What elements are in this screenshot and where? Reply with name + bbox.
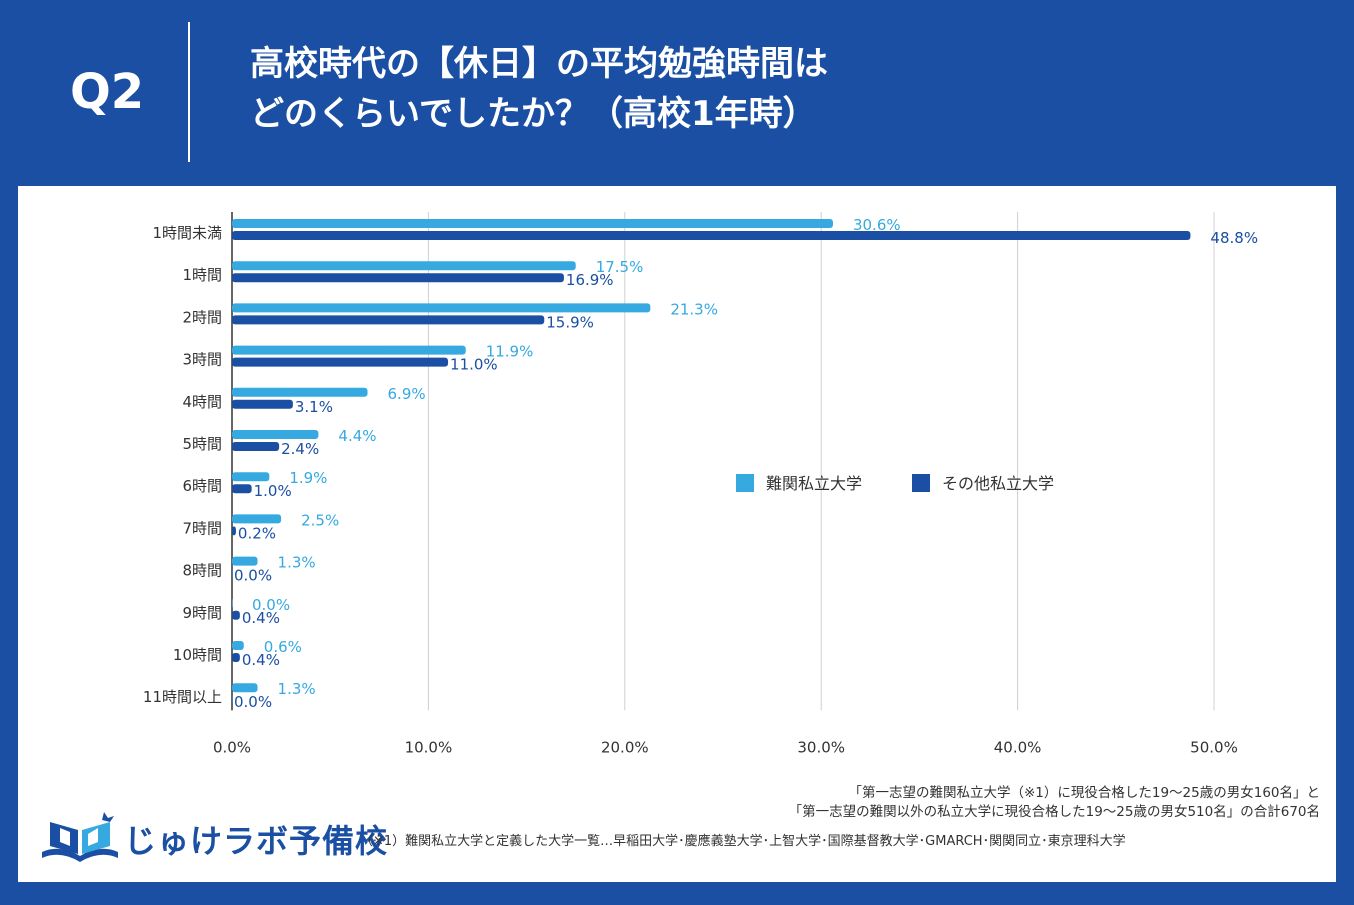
- x-tick-label: 20.0%: [601, 738, 649, 756]
- data-label-series-b: 15.9%: [546, 313, 594, 331]
- legend-swatch-series-b: [912, 474, 930, 492]
- data-label-series-a: 0.6%: [264, 638, 302, 656]
- data-label-series-b: 1.0%: [254, 482, 292, 500]
- bar-series-a: [232, 641, 244, 650]
- x-tick-label: 50.0%: [1190, 738, 1238, 756]
- data-label-series-a: 0.0%: [252, 596, 290, 614]
- bar-series-a: [232, 387, 368, 397]
- data-label-series-b: 3.1%: [295, 398, 333, 416]
- sample-note-line-2: 「第一志望の難関以外の私立大学に現役合格した19～25歳の男女510名」の合計6…: [788, 804, 1320, 820]
- category-label: 11時間以上: [143, 688, 222, 706]
- data-label-series-a: 1.9%: [289, 469, 327, 487]
- data-label-series-a: 6.9%: [388, 385, 426, 403]
- book-logo-icon: [42, 812, 118, 862]
- category-label: 9時間: [182, 604, 222, 622]
- data-label-series-a: 11.9%: [486, 343, 534, 361]
- bar-series-b: [232, 399, 293, 409]
- bar-series-b: [232, 231, 1191, 240]
- category-label: 4時間: [182, 393, 222, 411]
- sample-notes: 「第一志望の難関私立大学（※1）に現役合格した19～25歳の男女160名」と 「…: [789, 784, 1320, 822]
- bar-series-a: [232, 556, 258, 566]
- bar-series-a: [232, 514, 282, 524]
- data-label-series-a: 1.3%: [278, 680, 316, 698]
- data-label-series-a: 2.5%: [301, 511, 339, 529]
- data-label-series-b: 0.4%: [242, 651, 280, 669]
- bar-series-a: [232, 345, 466, 355]
- legend-swatch-series-a: [736, 474, 754, 492]
- bar-series-a: [232, 303, 651, 313]
- data-label-series-a: 17.5%: [596, 258, 644, 276]
- question-number: Q2: [70, 64, 145, 120]
- x-tick-label: 40.0%: [994, 738, 1042, 756]
- data-label-series-a: 21.3%: [670, 300, 718, 318]
- legend-label-series-a: 難関私立大学: [766, 474, 862, 493]
- logo-text: じゅけラボ予備校: [124, 822, 389, 860]
- bar-series-a: [232, 219, 833, 228]
- bar-series-b: [232, 442, 280, 451]
- x-tick-label: 0.0%: [213, 738, 251, 756]
- bar-series-b: [232, 568, 233, 578]
- bar-series-a: [232, 683, 258, 693]
- category-label: 8時間: [182, 562, 222, 580]
- bar-series-b: [232, 695, 233, 705]
- bar-series-b: [232, 315, 545, 325]
- category-label: 1時間未満: [152, 224, 222, 242]
- x-tick-label: 30.0%: [797, 738, 845, 756]
- data-label-series-b: 0.0%: [234, 567, 272, 585]
- bar-series-b: [232, 357, 449, 367]
- category-label: 7時間: [182, 519, 222, 537]
- data-label-series-b: 2.4%: [281, 440, 319, 458]
- legend-label-series-b: その他私立大学: [942, 474, 1054, 493]
- footnote: （※1）難関私立大学と定義した大学一覧…早稲田大学･慶應義塾大学･上智大学･国際…: [360, 834, 1126, 849]
- category-label: 10時間: [173, 646, 222, 664]
- bar-series-b: [232, 484, 252, 494]
- header: Q2 高校時代の【休日】の平均勉強時間は どのくらいでしたか？（高校1年時）: [0, 0, 1354, 186]
- title-line-2: どのくらいでしたか？（高校1年時）: [250, 94, 817, 134]
- bar-series-a: [232, 261, 576, 271]
- sample-note-line-1: 「第一志望の難関私立大学（※1）に現役合格した19～25歳の男女160名」と: [848, 785, 1320, 801]
- bar-series-a: [232, 598, 233, 608]
- x-tick-label: 10.0%: [405, 738, 453, 756]
- chart-panel: 0.0% 10.0% 20.0% 30.0% 40.0% 50.0% 1時間未満 30.6% 4…: [18, 186, 1336, 882]
- header-divider: [188, 22, 190, 162]
- bar-series-a: [232, 472, 270, 482]
- title-line-1: 高校時代の【休日】の平均勉強時間は: [250, 44, 828, 84]
- data-label-series-b: 48.8%: [1210, 229, 1258, 247]
- data-label-series-a: 30.6%: [853, 216, 901, 234]
- data-label-series-b: 0.4%: [242, 609, 280, 627]
- bar-series-b: [232, 653, 240, 662]
- logo: じゅけラボ予備校: [38, 808, 387, 866]
- bar-series-b: [232, 526, 236, 536]
- category-label: 5時間: [182, 435, 222, 453]
- category-label: 1時間: [182, 266, 222, 284]
- data-label-series-b: 0.0%: [234, 693, 272, 711]
- category-label: 3時間: [182, 351, 222, 369]
- data-label-series-b: 16.9%: [566, 271, 614, 289]
- bar-series-a: [232, 430, 319, 439]
- bar-series-b: [232, 273, 564, 283]
- data-label-series-b: 0.2%: [238, 524, 276, 542]
- data-label-series-a: 4.4%: [338, 427, 376, 445]
- bar-chart: 0.0% 10.0% 20.0% 30.0% 40.0% 50.0% 1時間未満 30.6% 4…: [143, 212, 1258, 756]
- category-label: 6時間: [182, 477, 222, 495]
- data-label-series-a: 1.3%: [278, 554, 316, 572]
- data-label-series-b: 11.0%: [450, 356, 498, 374]
- category-label: 2時間: [182, 308, 222, 326]
- bar-series-b: [232, 610, 240, 620]
